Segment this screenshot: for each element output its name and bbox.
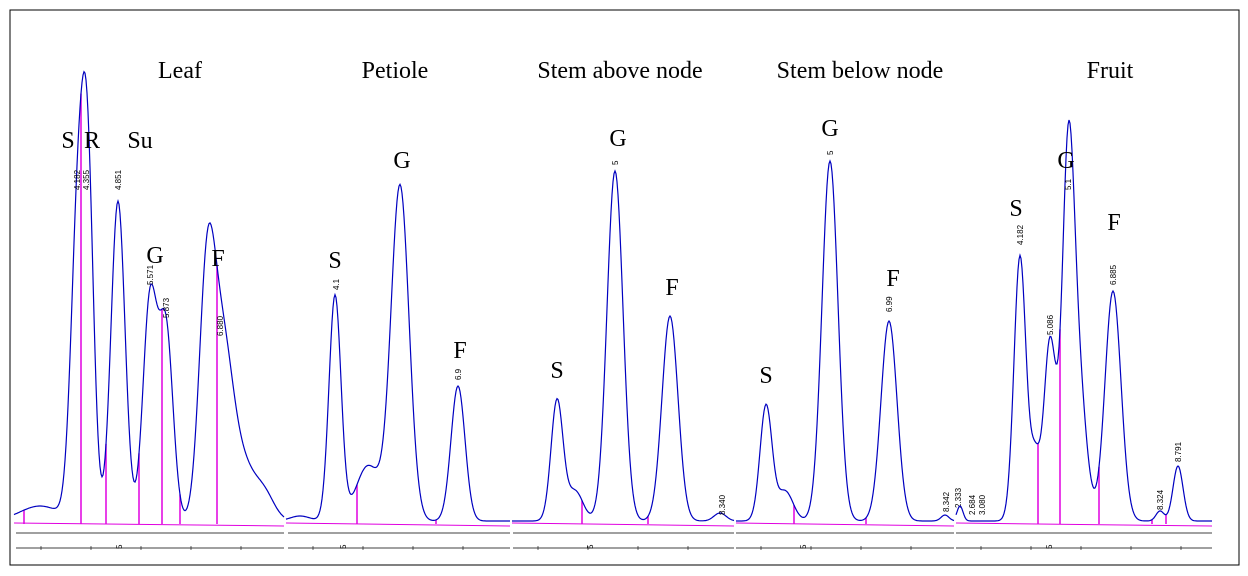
peak-label: G	[1057, 148, 1074, 174]
retention-time: 5	[826, 150, 835, 155]
peak-label: G	[393, 148, 410, 174]
chromatogram	[13, 70, 285, 518]
panel-title: Stem below node	[777, 58, 944, 84]
peak-label: S	[550, 358, 563, 384]
peak-label: G	[146, 243, 163, 269]
retention-time: 8.342	[942, 491, 951, 512]
retention-time: 4.182	[1016, 224, 1025, 245]
axis-label: 5	[586, 544, 595, 549]
peak-label: Su	[127, 128, 152, 154]
panel-title: Stem above node	[537, 58, 702, 84]
baseline	[735, 522, 955, 527]
peak-label: F	[1107, 210, 1120, 236]
baseline	[285, 522, 511, 527]
panel-title: Petiole	[362, 58, 429, 84]
retention-time: 3.080	[978, 494, 987, 515]
panel-title: Leaf	[158, 58, 202, 84]
retention-time: 5.873	[162, 297, 171, 318]
retention-time: 5.1	[1064, 178, 1073, 190]
peak-label: G	[609, 126, 626, 152]
baseline	[13, 522, 285, 527]
axis-label: 5	[339, 544, 348, 549]
peak-label: R	[84, 128, 100, 154]
retention-time: 2.684	[968, 494, 977, 515]
axis-label: 5	[799, 544, 808, 549]
peak-label: S	[1009, 196, 1022, 222]
baseline	[955, 522, 1213, 527]
retention-time: 6.880	[216, 315, 225, 336]
peak-label: F	[886, 266, 899, 292]
retention-time: 6.885	[1109, 264, 1118, 285]
peak-label: S	[61, 128, 74, 154]
peak-label: G	[821, 116, 838, 142]
peak-label: F	[211, 246, 224, 272]
chromatogram	[512, 169, 735, 522]
baseline	[511, 522, 735, 527]
retention-time: 8.340	[718, 494, 727, 515]
peak-label: F	[453, 338, 466, 364]
retention-time: 6.9	[454, 368, 463, 380]
retention-time: 2.333	[954, 487, 963, 508]
axis-label: 5	[1045, 544, 1054, 549]
retention-time: 4.851	[114, 169, 123, 190]
axis-label: 5	[115, 544, 124, 549]
peak-label: F	[665, 275, 678, 301]
panel-title: Fruit	[1087, 58, 1134, 84]
retention-time: 8.324	[1156, 489, 1165, 510]
chromatogram	[955, 119, 1212, 522]
peak-label: S	[759, 363, 772, 389]
chromatogram	[736, 159, 955, 522]
chromatogram	[285, 183, 510, 522]
retention-time: 4.1	[332, 278, 341, 290]
retention-time: 5.571	[146, 264, 155, 285]
retention-time: 5.086	[1046, 314, 1055, 335]
retention-time: 5	[611, 160, 620, 165]
peak-label: S	[328, 248, 341, 274]
retention-time: 4.182	[73, 169, 82, 190]
frame	[9, 9, 1240, 566]
retention-time: 6.99	[885, 296, 894, 312]
retention-time: 4.355	[82, 169, 91, 190]
retention-time: 8.791	[1174, 441, 1183, 462]
